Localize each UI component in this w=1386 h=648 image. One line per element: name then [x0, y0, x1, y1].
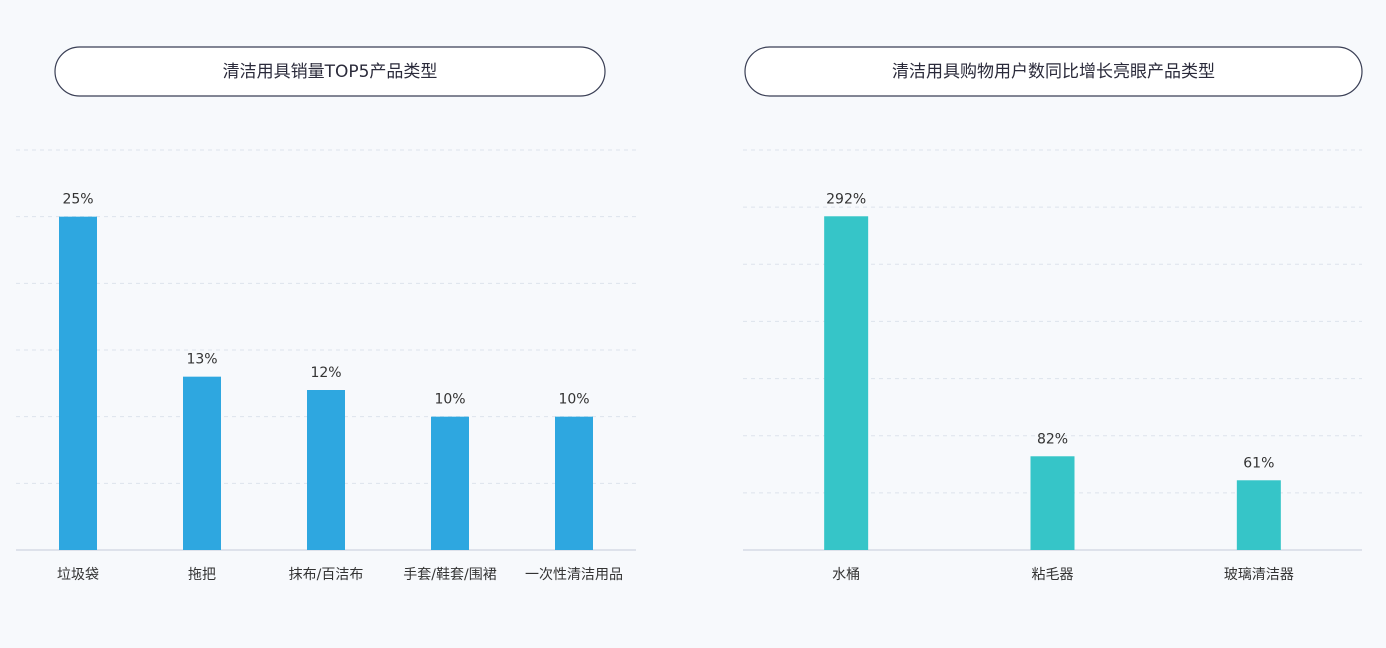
- bar: [307, 390, 345, 550]
- bar: [1236, 480, 1281, 550]
- bar: [431, 416, 469, 550]
- value-label: 12%: [310, 365, 341, 381]
- chart-title: 清洁用具购物用户数同比增长亮眼产品类型: [892, 62, 1215, 82]
- value-label: 10%: [558, 392, 589, 408]
- x-tick-label: 玻璃清洁器: [1224, 566, 1294, 583]
- value-label: 82%: [1037, 431, 1068, 447]
- chart-title: 清洁用具销量TOP5产品类型: [223, 62, 438, 82]
- value-label: 10%: [434, 392, 465, 408]
- bar: [59, 216, 97, 550]
- x-tick-label: 水桶: [832, 567, 860, 583]
- bar: [1030, 456, 1075, 550]
- value-label: 292%: [826, 191, 866, 207]
- x-tick-label: 垃圾袋: [57, 567, 99, 583]
- value-label: 25%: [62, 192, 93, 208]
- x-tick-label: 一次性清洁用品: [525, 567, 623, 583]
- bar: [183, 376, 221, 550]
- title-box: [54, 46, 606, 97]
- x-tick-label: 手套/鞋套/围裙: [403, 567, 496, 583]
- x-tick-label: 抹布/百洁布: [289, 567, 364, 583]
- bar: [824, 216, 869, 551]
- bar: [555, 416, 593, 550]
- title-box: [744, 46, 1363, 97]
- x-tick-label: 拖把: [188, 567, 216, 583]
- value-label: 13%: [186, 352, 217, 368]
- value-label: 61%: [1243, 455, 1274, 471]
- x-tick-label: 粘毛器: [1032, 567, 1074, 583]
